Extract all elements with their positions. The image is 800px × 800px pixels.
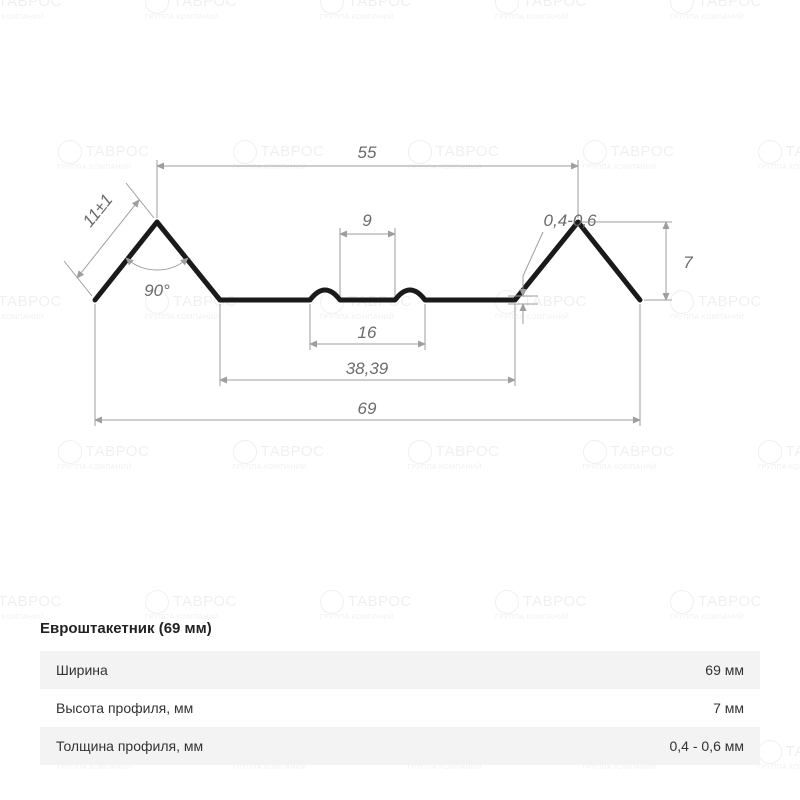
svg-text:55: 55 (358, 143, 377, 162)
table-row: Толщина профиля, мм 0,4 - 0,6 мм (40, 727, 760, 765)
svg-text:69: 69 (358, 399, 377, 418)
svg-text:0,4-0,6: 0,4-0,6 (544, 211, 597, 230)
spec-table: Евроштакетник (69 мм) Ширина 69 мм Высот… (40, 620, 760, 765)
svg-text:7: 7 (683, 253, 693, 272)
table-row: Высота профиля, мм 7 мм (40, 689, 760, 727)
spec-label: Высота профиля, мм (56, 700, 193, 716)
spec-value: 7 мм (713, 700, 744, 716)
table-row: Ширина 69 мм (40, 651, 760, 689)
svg-text:11±1: 11±1 (79, 190, 117, 230)
svg-text:9: 9 (362, 211, 372, 230)
spec-title: Евроштакетник (69 мм) (40, 620, 760, 637)
svg-text:38,39: 38,39 (346, 359, 389, 378)
spec-label: Ширина (56, 662, 108, 678)
spec-value: 0,4 - 0,6 мм (669, 738, 744, 754)
spec-label: Толщина профиля, мм (56, 738, 203, 754)
svg-text:16: 16 (358, 323, 377, 342)
profile-diagram: 55 11±1 90° 9 0,4-0,6 7 16 (0, 0, 800, 520)
svg-text:90°: 90° (144, 281, 170, 300)
spec-value: 69 мм (705, 662, 744, 678)
